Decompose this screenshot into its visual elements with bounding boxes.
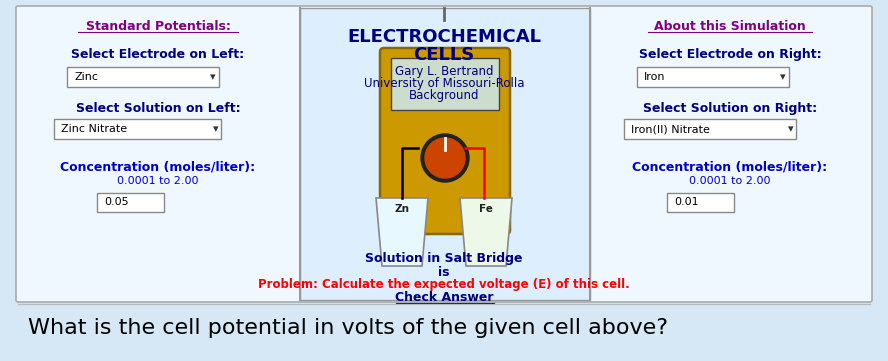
Text: About this Simulation: About this Simulation [654, 20, 806, 33]
Text: Iron(II) Nitrate: Iron(II) Nitrate [631, 124, 710, 134]
FancyBboxPatch shape [624, 119, 796, 139]
Text: Concentration (moles/liter):: Concentration (moles/liter): [632, 160, 828, 173]
Text: CELLS: CELLS [414, 46, 474, 64]
Text: University of Missouri-Rolla: University of Missouri-Rolla [364, 77, 524, 90]
FancyBboxPatch shape [67, 67, 219, 87]
Text: Zn: Zn [394, 204, 409, 214]
FancyBboxPatch shape [667, 193, 734, 212]
FancyBboxPatch shape [380, 48, 510, 234]
Circle shape [425, 138, 465, 178]
Text: Select Electrode on Left:: Select Electrode on Left: [71, 48, 244, 61]
Text: Fe: Fe [479, 204, 493, 214]
Text: Concentration (moles/liter):: Concentration (moles/liter): [60, 160, 256, 173]
FancyBboxPatch shape [300, 8, 590, 300]
Text: Select Solution on Right:: Select Solution on Right: [643, 102, 817, 115]
Text: 0.0001 to 2.00: 0.0001 to 2.00 [117, 176, 199, 186]
FancyBboxPatch shape [54, 119, 221, 139]
Text: ▾: ▾ [788, 124, 794, 134]
Text: Gary L. Bertrand: Gary L. Bertrand [395, 65, 493, 78]
Text: Zinc Nitrate: Zinc Nitrate [61, 124, 127, 134]
Text: What is the cell potential in volts of the given cell above?: What is the cell potential in volts of t… [28, 318, 668, 338]
Text: Standard Potentials:: Standard Potentials: [85, 20, 231, 33]
Text: ▾: ▾ [210, 72, 216, 82]
Text: 0.05: 0.05 [104, 197, 129, 207]
Text: ELECTROCHEMICAL: ELECTROCHEMICAL [347, 28, 541, 46]
Polygon shape [376, 198, 428, 266]
Text: Check Answer: Check Answer [395, 291, 493, 304]
Text: Iron: Iron [644, 72, 665, 82]
Text: Solution in Salt Bridge: Solution in Salt Bridge [365, 252, 523, 265]
FancyBboxPatch shape [16, 6, 872, 302]
Text: is: is [439, 266, 449, 279]
Text: ▾: ▾ [780, 72, 786, 82]
Polygon shape [460, 198, 512, 266]
FancyBboxPatch shape [97, 193, 164, 212]
Text: ▾: ▾ [213, 124, 218, 134]
Text: 0.0001 to 2.00: 0.0001 to 2.00 [689, 176, 771, 186]
Text: Zinc: Zinc [74, 72, 98, 82]
Text: Select Solution on Left:: Select Solution on Left: [75, 102, 241, 115]
Text: 0.01: 0.01 [674, 197, 699, 207]
Text: Problem: Calculate the expected voltage (E) of this cell.: Problem: Calculate the expected voltage … [258, 278, 630, 291]
FancyBboxPatch shape [637, 67, 789, 87]
Text: Background: Background [408, 89, 480, 102]
FancyBboxPatch shape [391, 58, 499, 110]
Circle shape [421, 134, 469, 182]
Text: Select Electrode on Right:: Select Electrode on Right: [638, 48, 821, 61]
